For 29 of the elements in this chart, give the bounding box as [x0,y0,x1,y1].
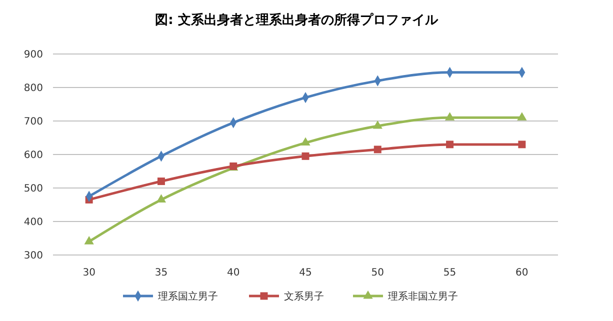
y-tick-label: 700 [24,116,43,128]
point [302,152,310,160]
x-tick-label: 35 [154,268,168,278]
y-tick-label: 600 [24,150,43,161]
point [446,140,454,148]
y-tick-label: 500 [24,184,43,194]
point [444,112,455,120]
point [156,194,166,202]
x-tick-label: 55 [443,268,456,278]
x-tick-label: 40 [226,268,240,278]
point [84,236,94,244]
legend-label: 理系国立男子 [158,290,218,302]
legend-label: 文系男子 [284,290,324,302]
point [372,120,382,129]
point [517,112,527,120]
point [374,146,382,154]
y-tick-label: 800 [24,83,43,94]
x-tick-label: 60 [516,268,528,278]
y-tick-label: 300 [24,250,43,262]
point [300,137,310,146]
legend-label: 理系非国立男子 [388,290,458,302]
point [518,140,526,148]
point [157,178,165,186]
y-tick-label: 400 [24,217,43,228]
y-tick-label: 900 [24,50,43,60]
chart-title: 図: 文系出身者と理系出身者の所得プロファイル [155,12,439,28]
x-tick-label: 45 [299,268,312,278]
x-tick-label: 50 [371,268,384,278]
x-tick-label: 30 [82,268,96,278]
